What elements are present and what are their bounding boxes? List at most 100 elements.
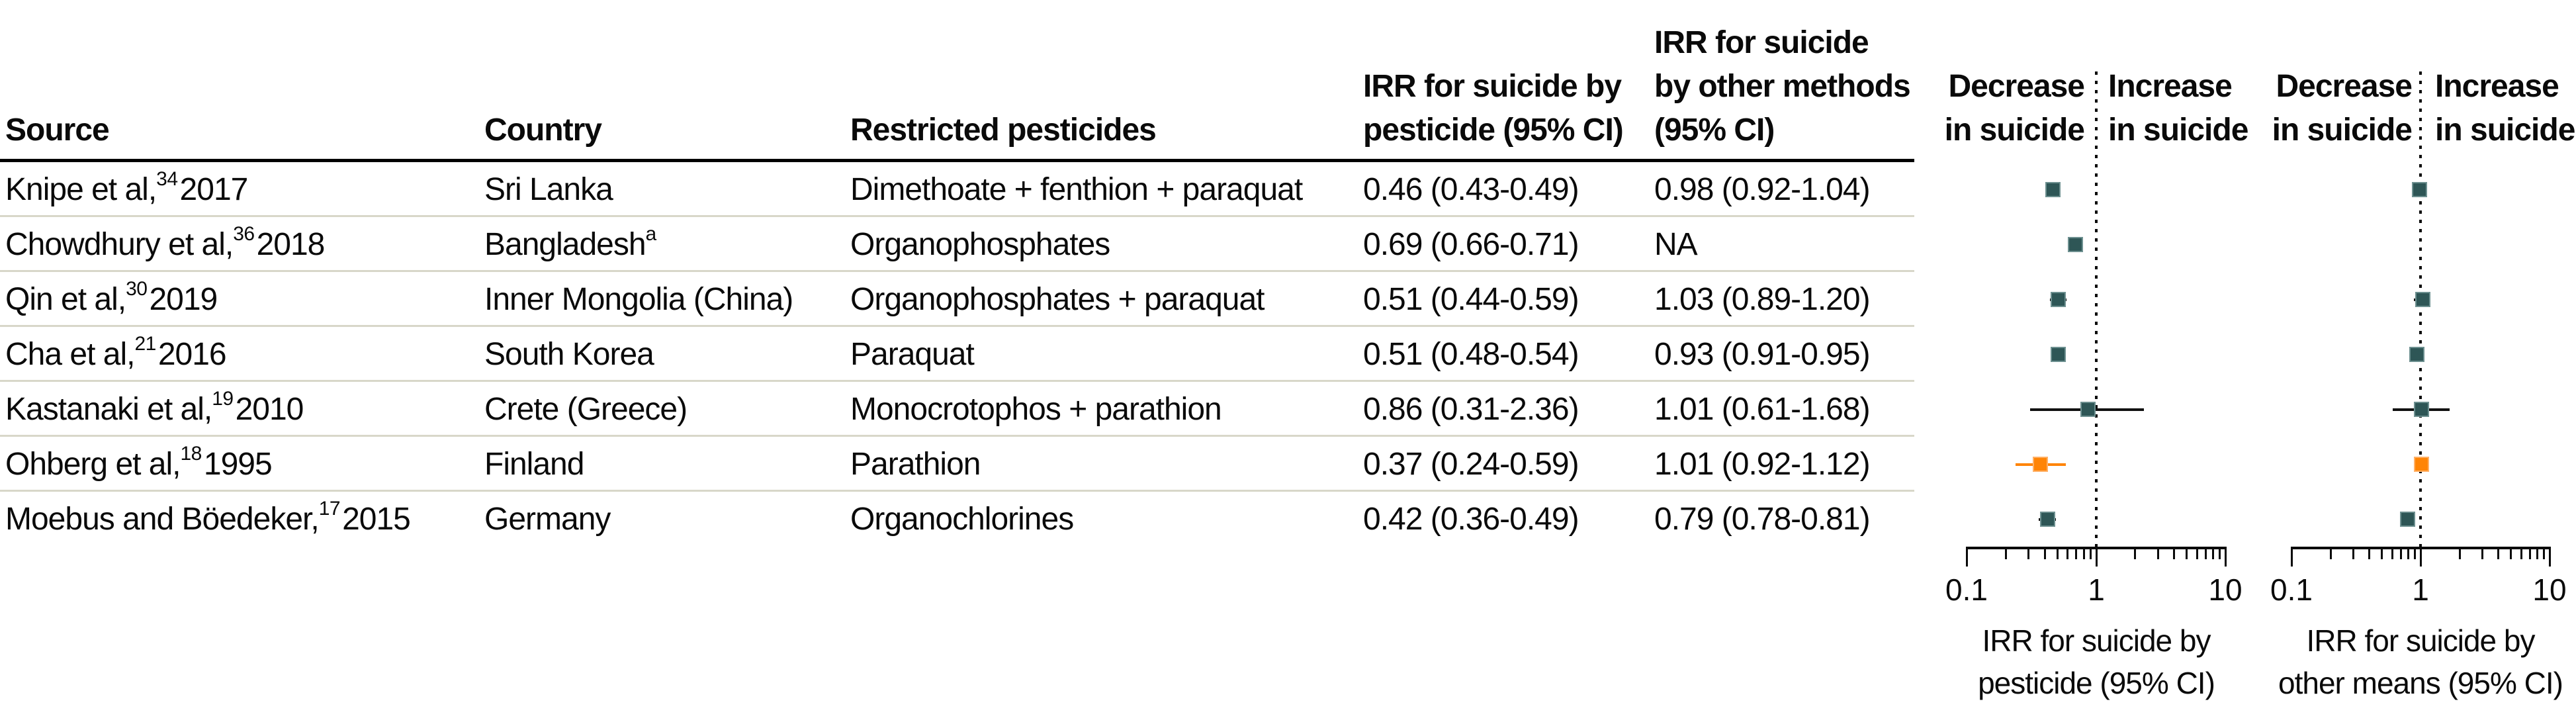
irr-other-cell: 0.93 (0.91-0.95) [1654,337,1871,372]
axis-tick [2543,549,2545,559]
table-row: Kastanaki et al, 19 2010 Crete (Greece) M… [0,382,1914,437]
col-header-irr-other: IRR for suicide by other methods (95% CI… [1654,21,1911,152]
country-cell: South Korea [484,327,656,382]
x-axis-title-line2: pesticide (95% CI) [1978,666,2215,700]
country-cell: Crete (Greece) [484,382,689,437]
axis-tick [2368,549,2370,559]
header-rule [0,159,1914,162]
axis-tick [2090,549,2092,559]
col-header-irr-pesticide: IRR for suicide by pesticide (95% CI) [1363,65,1624,152]
pesticides-cell: Parathion [850,447,981,482]
axis-tick [2066,549,2068,559]
forest-marker [2412,182,2427,197]
country-cell: Bangladesh a [484,217,658,272]
source-cell: Cha et al, 21 2016 [5,327,227,382]
axis-tick [2219,549,2221,559]
plot-header-text: Increase [2435,69,2559,104]
axis-tick [2157,549,2159,559]
source-text: Kastanaki et al, [5,392,212,427]
irr-other-cell: 1.01 (0.92-1.12) [1654,447,1871,482]
axis-tick [2212,549,2214,559]
col-header-irr-other-line3: (95% CI) [1654,113,1775,148]
source-cell: Chowdhury et al, 36 2018 [5,217,325,272]
irr-other-cell: NA [1654,227,1698,262]
table-row: Ohberg et al, 18 1995 Finland Parathion 0… [0,437,1914,492]
axis-tick-label: 10 [2532,572,2567,607]
plot-header-increase-pesticide: Increase in suicide [2108,65,2248,152]
irr-pesticide-cell: 0.37 (0.24-0.59) [1363,447,1579,482]
plot-header-text: in suicide [2435,113,2575,148]
reference-superscript: 21 [134,332,156,355]
x-axis-title-other: IRR for suicide by other means (95% CI) [2222,619,2576,704]
irr-other-cell: 1.01 (0.61-1.68) [1654,392,1871,427]
x-axis-title-line1: IRR for suicide by [2306,623,2535,658]
col-header-source: Source [5,113,110,148]
axis-tick [2352,549,2354,559]
country-text: Crete (Greece) [484,392,688,427]
axis-tick [2225,549,2227,567]
irr-other-cell: 1.03 (0.89-1.20) [1654,282,1871,317]
plot-header-text: Increase [2108,69,2233,104]
irr-pesticide-cell: 0.69 (0.66-0.71) [1363,227,1579,262]
reference-line [2095,71,2098,547]
plot-header-text: Decrease [2276,69,2413,104]
axis-tick [2391,549,2393,559]
plot-header-decrease-pesticide: Decrease in suicide [1945,65,2085,152]
axis-tick [2400,549,2402,559]
plot-header-text: in suicide [2272,113,2413,148]
axis-tick [2549,549,2551,567]
country-cell: Sri Lanka [484,162,615,217]
source-year: 2016 [157,337,227,372]
forest-marker [2045,182,2061,197]
axis-tick [2027,549,2029,559]
irr-pesticide-cell: 0.86 (0.31-2.36) [1363,392,1579,427]
axis-tick [2510,549,2512,559]
reference-superscript: 19 [212,387,234,410]
source-text: Knipe et al, [5,172,157,207]
source-text: Cha et al, [5,337,135,372]
axis-tick [2173,549,2175,559]
source-year: 2017 [179,172,249,207]
reference-superscript: 36 [233,222,255,245]
axis-tick [2381,549,2383,559]
axis-tick-label: 0.1 [1945,572,1988,607]
col-header-irr-other-line1: IRR for suicide [1654,25,1869,60]
source-year: 1995 [203,447,273,482]
source-text: Qin et al, [5,282,126,317]
axis-tick [2186,549,2188,559]
forest-marker [2068,237,2083,252]
axis-line [1966,547,2227,549]
table-row: Qin et al, 30 2019 Inner Mongolia (China)… [0,272,1914,327]
source-cell: Kastanaki et al, 19 2010 [5,382,304,437]
axis-tick [2481,549,2483,559]
source-cell: Ohberg et al, 18 1995 [5,437,273,492]
country-text: Sri Lanka [484,172,613,207]
table-row: Chowdhury et al, 36 2018 Bangladesh a Orga… [0,217,1914,272]
reference-line [2419,71,2422,547]
source-text: Ohberg et al, [5,447,181,482]
x-axis-title-pesticide: IRR for suicide by pesticide (95% CI) [1898,619,2295,704]
irr-other-cell: 0.79 (0.78-0.81) [1654,502,1871,537]
forest-marker [2414,402,2429,417]
source-year: 2019 [149,282,218,317]
axis-tick [2096,549,2098,567]
forest-marker [2080,402,2096,417]
axis-tick [2536,549,2538,559]
col-header-irr-pesticide-line1: IRR for suicide by [1363,69,1622,104]
axis-tick [2520,549,2522,559]
axis-tick [2205,549,2207,559]
forest-marker [2415,292,2430,307]
country-text: Germany [484,502,611,537]
axis-tick [2044,549,2046,559]
reference-superscript: 17 [318,497,341,520]
pesticides-cell: Organophosphates + paraquat [850,282,1265,317]
x-axis-title-line2: other means (95% CI) [2278,666,2563,700]
plot-header-increase-other: Increase in suicide [2435,65,2575,152]
axis-tick [2330,549,2332,559]
plot-header-text: in suicide [2108,113,2248,148]
axis-tick [2196,549,2198,559]
reference-superscript: 34 [156,167,178,190]
country-text: Inner Mongolia (China) [484,282,793,317]
axis-tick [2407,549,2409,559]
forest-marker [2414,457,2429,472]
